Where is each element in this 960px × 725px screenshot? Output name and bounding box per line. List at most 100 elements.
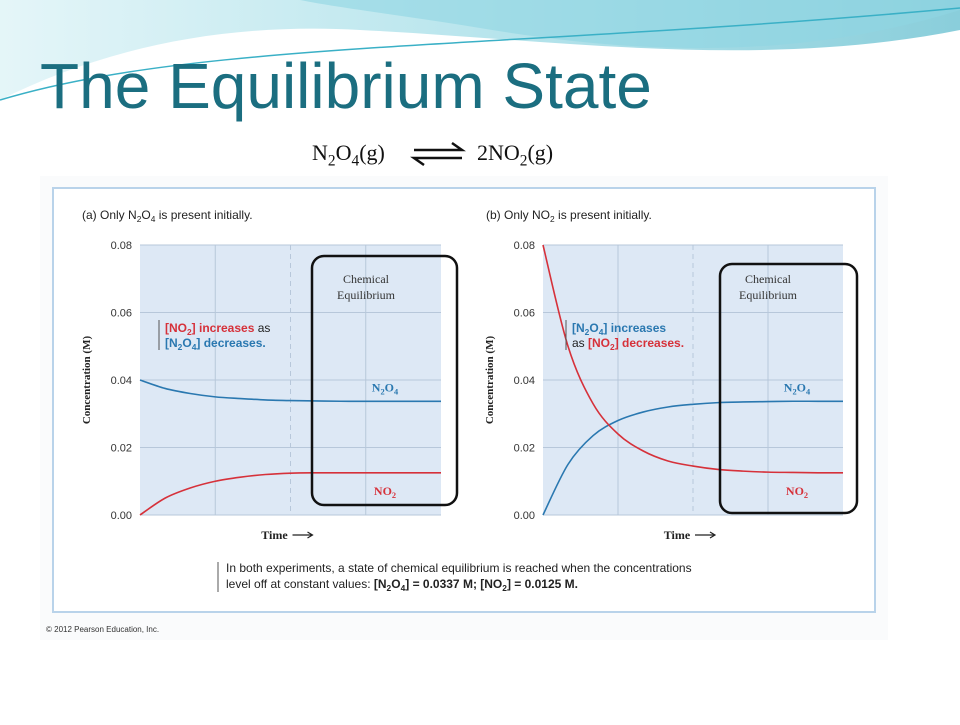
text-run: [NO [588,336,610,350]
copyright: © 2012 Pearson Education, Inc. [46,625,159,634]
annotation-line: as [NO2] decreases. [572,336,684,352]
subscript: 2 [804,491,808,500]
series-line [542,400,843,516]
chart: (a) Only N2O4 is present initially.0.000… [81,208,459,542]
annotation-part: [NO2] increases [165,321,255,337]
text-run: NO [786,484,804,498]
box-label: Chemical [343,272,390,286]
subscript: 2 [585,327,590,337]
equilibrium-box [310,254,459,507]
y-tick-label: 0.04 [514,375,535,387]
subscript: 2 [392,491,396,500]
annotation-part: [N2O4] increases [572,321,666,337]
x-axis-arrow [292,531,314,539]
subscript: 2 [187,327,192,337]
x-axis-label: Time [664,528,691,542]
equilibrium-box [718,262,859,515]
text-run: ] increases [192,321,255,335]
subscript: 4 [394,387,399,396]
subscript: 2 [380,387,384,396]
text-run: (b) Only NO [486,208,550,222]
x-axis-arrow [695,531,717,539]
text-run: (a) Only N [82,208,137,222]
subscript: 4 [401,583,406,593]
annotation-part: [N2O4] decreases. [165,336,266,352]
annotation-line: [N2O4] increases [572,321,666,337]
y-axis-label: Concentration (M) [484,336,496,425]
text-run: O [336,140,352,165]
subscript: 2 [137,214,142,224]
subscript: 2 [387,583,392,593]
series-line [542,244,844,474]
text-run: O [797,380,806,394]
x-axis-label: Time [261,528,288,542]
text-run: [N [572,321,585,335]
subscript: 2 [328,153,336,170]
annotation-part: as [572,336,588,350]
box-label: Equilibrium [739,288,798,302]
chart-title: (a) Only N2O4 is present initially. [82,208,253,224]
wave-line [0,7,960,101]
text-run: N [372,380,381,394]
annotation-line: [NO2] increases as [165,321,270,337]
y-tick-label: 0.08 [514,240,535,252]
text-run: ] = 0.0337 M; [NO [405,577,502,591]
text-run: O [385,380,394,394]
annotation-part: as [254,321,270,335]
text-run: is present initially. [555,208,652,222]
equation-right: 2NO2(g) [477,140,553,170]
y-tick-label: 0.02 [111,443,132,455]
series-line [139,471,441,516]
text-run: O [182,336,191,350]
series-label: NO2 [374,484,396,500]
text-run: [NO [165,321,187,335]
box-label: Equilibrium [337,288,396,302]
subscript: 2 [520,153,528,170]
text-run: 2NO [477,140,520,165]
series-label: NO2 [786,484,808,500]
text-run: O [141,208,150,222]
text-run: ] increases [603,321,666,335]
y-tick-label: 0.00 [111,510,132,522]
subscript: 2 [502,583,507,593]
y-tick-label: 0.00 [514,510,535,522]
y-tick-label: 0.06 [111,308,132,320]
annotation-line: [N2O4] decreases. [165,336,266,352]
series-label: N2O4 [784,380,811,396]
series-label: N2O4 [372,380,399,396]
note-line: In both experiments, a state of chemical… [226,561,692,575]
text-run: (g) [359,140,385,165]
subscript: 4 [192,342,197,352]
subscript: 2 [792,387,796,396]
text-run: O [391,577,400,591]
text-run: (g) [527,140,553,165]
text-run: as [572,336,588,350]
note-line: level off at constant values: [N2O4] = 0… [226,577,578,593]
subscript: 2 [610,342,615,352]
subscript: 2 [550,214,555,224]
subscript: 2 [178,342,183,352]
text-run: as [254,321,270,335]
y-tick-label: 0.06 [514,308,535,320]
subscript: 4 [599,327,604,337]
y-axis-label: Concentration (M) [81,336,93,425]
note-values: [N2O4] = 0.0337 M; [NO2] = 0.0125 M. [374,577,578,593]
text-run: [N [165,336,178,350]
text-run: is present initially. [155,208,252,222]
text-run: [N [374,577,387,591]
box-label: Chemical [745,272,792,286]
y-tick-label: 0.04 [111,375,132,387]
text-run: N [784,380,793,394]
y-tick-label: 0.02 [514,443,535,455]
equation-left: N2O4(g) [312,140,385,170]
note-text: level off at constant values: [226,577,374,591]
text-run: N [312,140,328,165]
subscript: 4 [151,214,156,224]
text-run: ] decreases. [615,336,684,350]
series-line [139,379,441,403]
subscript: 4 [351,153,359,170]
chart-title: (b) Only NO2 is present initially. [486,208,652,224]
y-tick-label: 0.08 [111,240,132,252]
